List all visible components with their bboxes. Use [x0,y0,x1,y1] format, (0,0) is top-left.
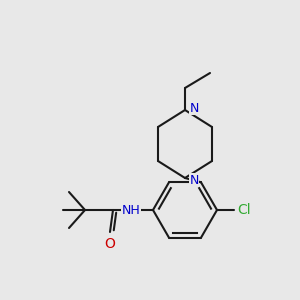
Text: O: O [105,237,116,251]
Text: N: N [189,173,199,187]
Text: NH: NH [122,203,140,217]
Text: N: N [189,101,199,115]
Text: Cl: Cl [237,203,251,217]
